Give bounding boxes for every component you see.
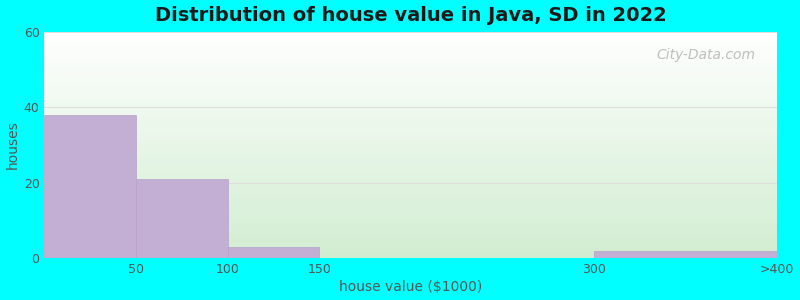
Bar bbox=[228, 247, 319, 258]
Text: City-Data.com: City-Data.com bbox=[656, 47, 755, 61]
Y-axis label: houses: houses bbox=[6, 121, 19, 170]
Title: Distribution of house value in Java, SD in 2022: Distribution of house value in Java, SD … bbox=[155, 6, 666, 25]
Bar bbox=[45, 115, 136, 258]
Bar bbox=[136, 179, 228, 258]
X-axis label: house value ($1000): house value ($1000) bbox=[339, 280, 482, 294]
Bar bbox=[594, 251, 778, 258]
